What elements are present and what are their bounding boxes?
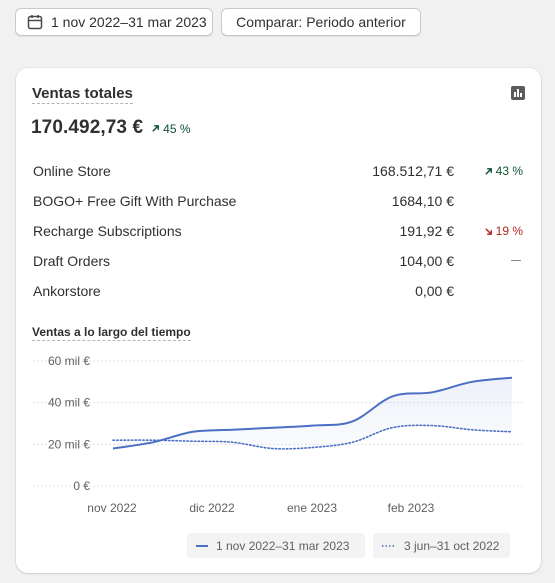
channel-change-value: 19 %	[495, 224, 523, 238]
sales-over-time-chart: 60 mil € 40 mil € 20 mil € 0 € nov 2022 dic 2…	[33, 354, 525, 515]
channel-name: Recharge Subscriptions	[33, 223, 182, 239]
legend-item-previous[interactable]: 3 jun–31 oct 2022	[373, 533, 510, 558]
channel-change: 43 %	[484, 157, 523, 185]
calendar-icon	[27, 15, 43, 30]
y-tick-label: 20 mil €	[48, 437, 90, 451]
legend-label: 3 jun–31 oct 2022	[404, 538, 500, 553]
channel-value: 191,92 €	[399, 223, 455, 239]
x-tick-label: nov 2022	[87, 501, 137, 515]
bar-chart-icon[interactable]	[511, 86, 525, 100]
channel-row: Draft Orders 104,00 €	[33, 247, 523, 277]
series-area	[113, 377, 512, 449]
x-tick-label: feb 2023	[388, 501, 435, 515]
channel-value: 1684,10 €	[391, 193, 454, 209]
total-change: 45 %	[151, 121, 191, 136]
channel-name: Ankorstore	[33, 283, 101, 299]
arrow-up-right-icon	[152, 125, 160, 132]
channel-list: Online Store 168.512,71 € 43 % BOGO+ Fre…	[33, 157, 523, 307]
channel-name: Draft Orders	[33, 253, 111, 269]
chart-title[interactable]: Ventas a lo largo del tiempo	[32, 325, 191, 341]
channel-name: Online Store	[33, 163, 111, 179]
arrow-down-right-icon	[484, 227, 492, 235]
series-line-current	[112, 376, 513, 450]
channel-value: 104,00 €	[399, 253, 455, 269]
solid-line-icon	[196, 544, 208, 547]
total-sales-card: Ventas totales 170.492,73 € 45 % Online …	[16, 68, 541, 573]
series-line-previous	[112, 424, 513, 450]
legend-item-current[interactable]: 1 nov 2022–31 mar 2023	[187, 533, 365, 558]
x-tick-label: ene 2023	[287, 501, 337, 515]
channel-row: BOGO+ Free Gift With Purchase 1684,10 €	[33, 187, 523, 217]
compare-label: Comparar: Periodo anterior	[236, 14, 406, 30]
channel-change: 19 %	[484, 217, 523, 245]
channel-row: Recharge Subscriptions 191,92 € 19 %	[33, 217, 523, 247]
channel-value: 168.512,71 €	[372, 163, 454, 179]
x-tick-label: dic 2022	[189, 501, 235, 515]
y-tick-label: 60 mil €	[48, 354, 90, 368]
date-range-label: 1 nov 2022–31 mar 2023	[51, 14, 207, 30]
total-value: 170.492,73 €	[31, 117, 144, 138]
total-change-value: 45 %	[163, 121, 191, 136]
channel-change-value: 43 %	[495, 164, 523, 178]
channel-name: BOGO+ Free Gift With Purchase	[33, 193, 237, 209]
card-title[interactable]: Ventas totales	[32, 85, 133, 104]
date-range-button[interactable]: 1 nov 2022–31 mar 2023	[15, 8, 213, 36]
y-tick-label: 0 €	[73, 479, 90, 493]
compare-button[interactable]: Comparar: Periodo anterior	[221, 8, 421, 36]
no-change-dash	[511, 260, 521, 261]
channel-row: Ankorstore 0,00 €	[33, 277, 523, 307]
channel-row: Online Store 168.512,71 € 43 %	[33, 157, 523, 187]
y-tick-label: 40 mil €	[48, 396, 90, 410]
arrow-up-right-icon	[484, 167, 492, 175]
channel-value: 0,00 €	[415, 283, 454, 299]
dotted-line-icon	[382, 544, 396, 547]
total-summary: 170.492,73 € 45 %	[31, 117, 191, 139]
legend-label: 1 nov 2022–31 mar 2023	[216, 538, 350, 553]
